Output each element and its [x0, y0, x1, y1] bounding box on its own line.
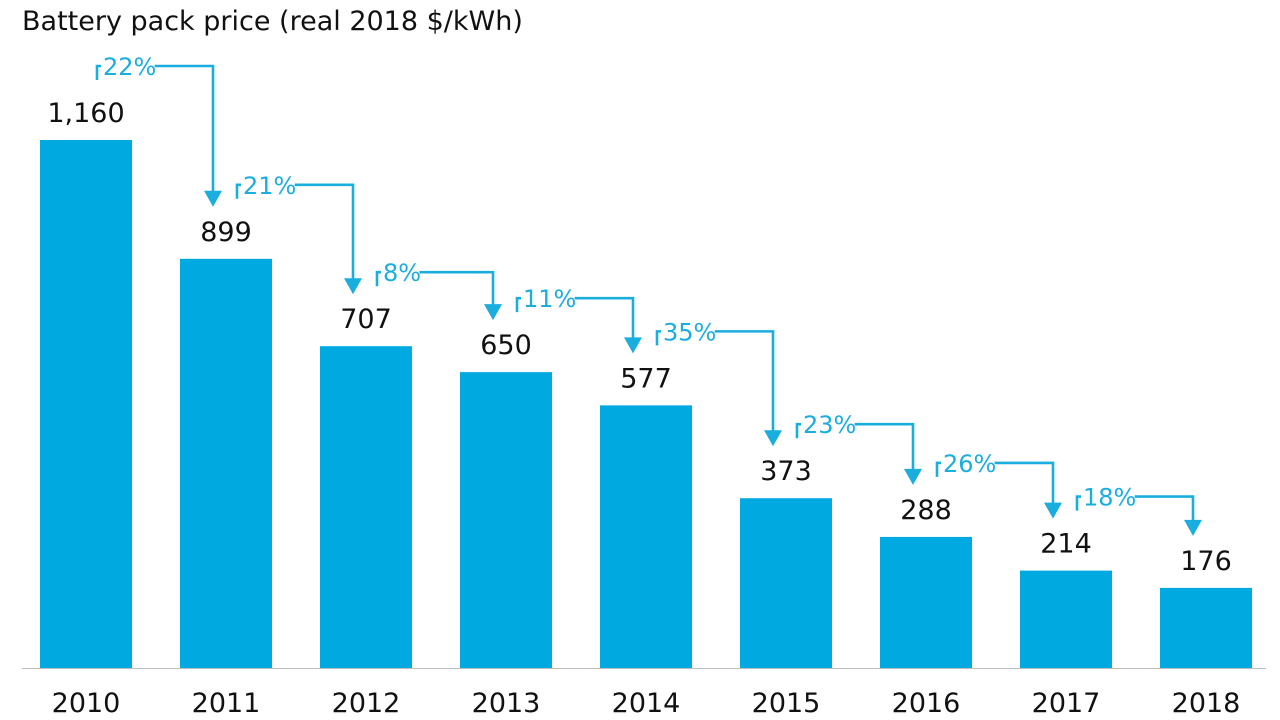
arrow-down-icon	[904, 468, 922, 485]
change-annotation-2015: 35%	[655, 318, 782, 447]
change-annotation-2017: 26%	[935, 450, 1062, 519]
value-label-2016: 288	[900, 495, 952, 526]
connector-line	[655, 330, 775, 433]
value-label-2013: 650	[480, 330, 532, 361]
arrow-down-icon	[624, 337, 642, 354]
value-label-2012: 707	[340, 304, 392, 335]
change-label: 23%	[803, 411, 856, 439]
x-tick-label-2011: 2011	[192, 688, 261, 719]
arrow-down-icon	[1184, 519, 1202, 536]
bar-2010	[40, 140, 132, 668]
change-annotation-2016: 23%	[795, 411, 922, 485]
change-annotation-2018: 18%	[1075, 484, 1202, 536]
bar-2012	[320, 346, 412, 668]
chart-title: Battery pack price (real 2018 $/kWh)	[22, 6, 523, 37]
connector-line	[95, 64, 215, 193]
arrow-down-icon	[344, 278, 362, 295]
bar-2016	[880, 536, 972, 668]
value-label-2018: 176	[1180, 546, 1232, 577]
change-annotation-2014: 11%	[515, 285, 642, 354]
connector-line	[935, 461, 1055, 505]
bar-2011	[180, 258, 272, 668]
x-tick-label-2010: 2010	[52, 688, 121, 719]
change-annotation-2012: 21%	[235, 172, 362, 295]
connector-line	[795, 422, 915, 471]
change-label: 18%	[1083, 484, 1136, 512]
change-annotation-2013: 8%	[375, 259, 502, 321]
connector-line	[375, 270, 495, 307]
arrow-down-icon	[1044, 502, 1062, 519]
change-label: 26%	[943, 450, 996, 478]
change-label: 22%	[103, 53, 156, 81]
change-annotation-2011: 22%	[95, 53, 222, 207]
value-label-2011: 899	[200, 217, 252, 248]
bars-group: 1,160 2010 899 2011 707 2012 650 2013 577 2014 373…	[40, 98, 1252, 719]
bar-2014	[600, 405, 692, 668]
bar-2017	[1020, 570, 1112, 668]
value-label-2015: 373	[760, 456, 812, 487]
arrow-down-icon	[484, 304, 502, 321]
annotations-group: 22% 21% 8% 11% 35% 23% 26% 18%	[95, 53, 1202, 536]
x-tick-label-2013: 2013	[472, 688, 541, 719]
x-tick-label-2015: 2015	[752, 688, 821, 719]
change-label: 8%	[383, 259, 421, 287]
change-label: 11%	[523, 285, 576, 313]
connector-line	[235, 183, 355, 281]
connector-line	[1075, 495, 1195, 522]
x-tick-label-2012: 2012	[332, 688, 401, 719]
value-label-2017: 214	[1040, 529, 1092, 560]
x-tick-label-2014: 2014	[612, 688, 681, 719]
x-tick-label-2017: 2017	[1032, 688, 1101, 719]
connector-line	[515, 296, 635, 340]
x-tick-label-2018: 2018	[1172, 688, 1241, 719]
arrow-down-icon	[764, 430, 782, 447]
change-label: 35%	[663, 318, 716, 346]
bar-2013	[460, 372, 552, 668]
bar-2018	[1160, 587, 1252, 668]
bar-2015	[740, 498, 832, 668]
x-tick-label-2016: 2016	[892, 688, 961, 719]
change-label: 21%	[243, 172, 296, 200]
arrow-down-icon	[204, 190, 222, 207]
value-label-2014: 577	[620, 363, 672, 394]
value-label-2010: 1,160	[47, 98, 124, 129]
